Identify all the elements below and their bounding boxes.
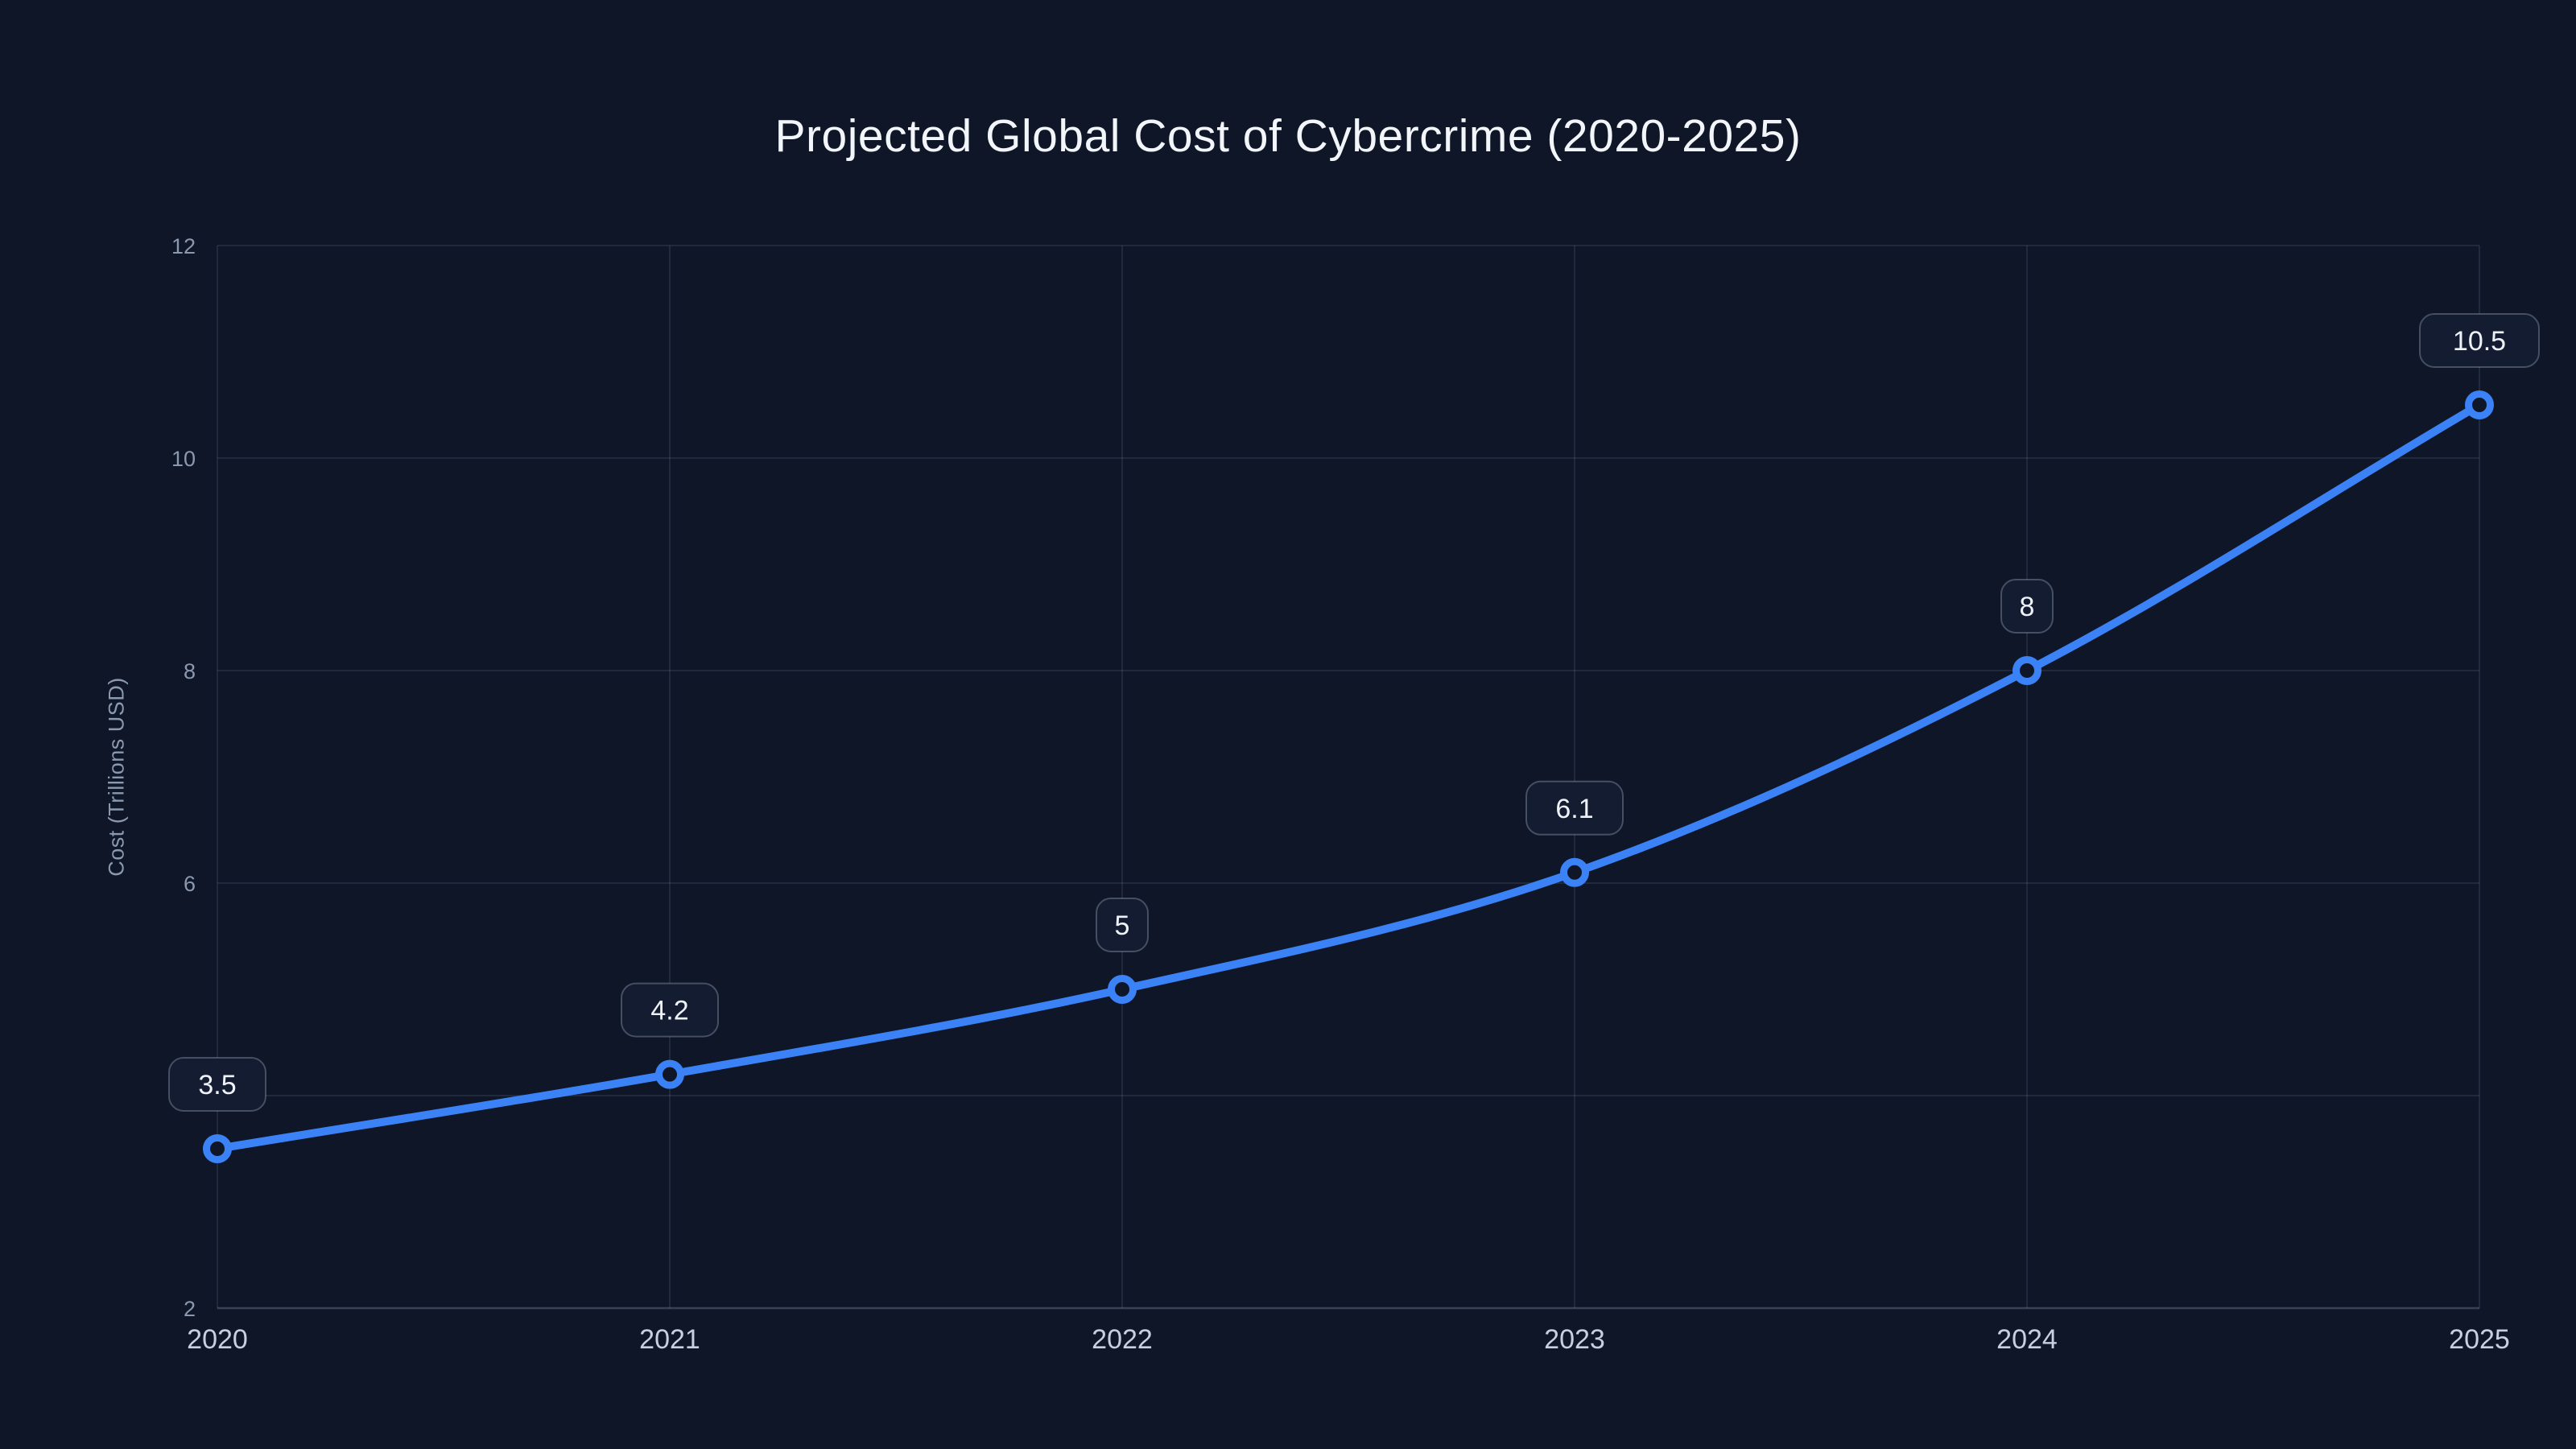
data-point-2020[interactable] [203,1134,232,1163]
data-label-badge-2023 [1525,780,1624,836]
data-label-text: 3.5 [198,1070,236,1100]
y-tick-label: 2 [184,1297,196,1321]
data-label-text: 5 [1115,910,1130,941]
y-tick-label: 6 [184,872,196,896]
data-label-badge-2021 [621,982,719,1038]
data-series-line [213,401,2483,1153]
y-tick-label: 10 [171,447,196,471]
data-point-2023[interactable] [1560,857,1589,887]
data-point-2024[interactable] [2013,656,2041,685]
data-label-text: 6.1 [1555,794,1593,824]
data-point-2022[interactable] [1108,975,1137,1004]
data-label-text: 8 [2020,592,2035,622]
data-label-badge-2020 [168,1057,266,1112]
x-tick-label: 2022 [1092,1324,1153,1355]
y-tick-label: 12 [171,234,196,258]
chart-title: Projected Global Cost of Cybercrime (202… [774,110,1802,162]
data-label-badge-2025 [2419,313,2540,368]
x-tick-label: 2024 [1996,1324,2058,1355]
y-tick-label: 8 [184,659,196,683]
x-tick-label: 2025 [2449,1324,2510,1355]
data-label-text: 10.5 [2453,326,2506,357]
x-tick-label: 2021 [639,1324,700,1355]
data-point-2021[interactable] [655,1059,684,1089]
data-label-text: 4.2 [650,996,688,1026]
data-label-badge-2024 [2000,579,2054,634]
x-tick-label: 2023 [1544,1324,1605,1355]
data-label-badge-2022 [1096,898,1149,952]
x-tick-label: 2020 [187,1324,248,1355]
data-point-2025[interactable] [2465,390,2494,419]
